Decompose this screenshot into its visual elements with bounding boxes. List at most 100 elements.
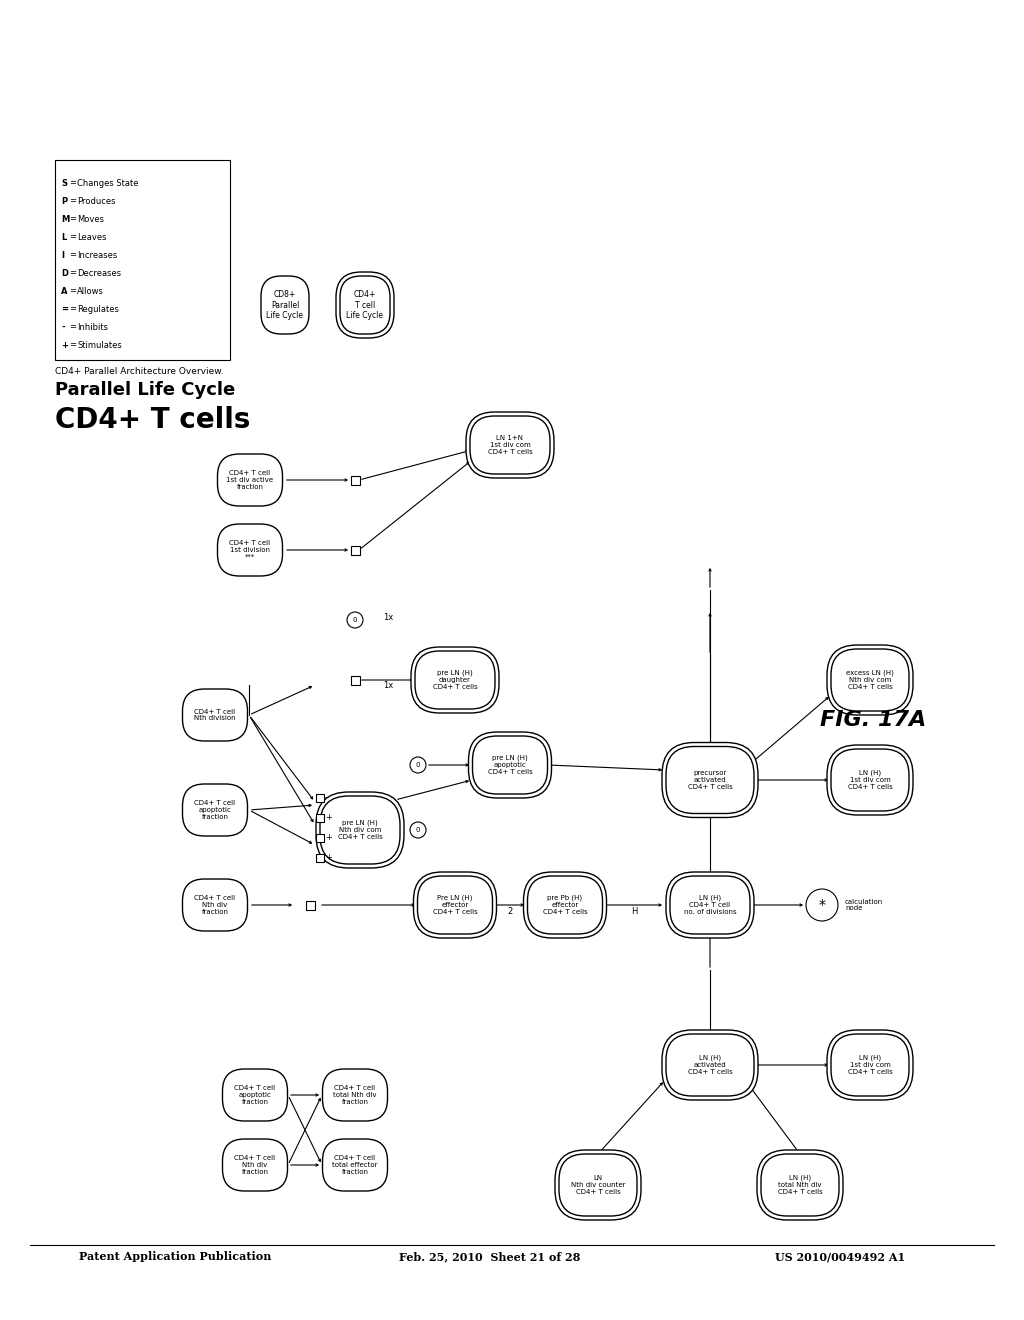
Text: CD8+
Parallel
Life Cycle: CD8+ Parallel Life Cycle <box>266 290 303 319</box>
Bar <box>316 795 324 803</box>
FancyBboxPatch shape <box>340 276 390 334</box>
FancyBboxPatch shape <box>555 1150 641 1220</box>
Text: Increases: Increases <box>77 251 118 260</box>
Text: CD4+ T cell
total Nth div
fraction: CD4+ T cell total Nth div fraction <box>333 1085 377 1105</box>
Text: *: * <box>818 898 825 912</box>
Text: Pre LN (H)
effector
CD4+ T cells: Pre LN (H) effector CD4+ T cells <box>432 895 477 915</box>
FancyBboxPatch shape <box>666 873 754 939</box>
Bar <box>316 814 324 822</box>
FancyBboxPatch shape <box>323 1069 387 1121</box>
Text: A: A <box>61 286 68 296</box>
Text: =: = <box>69 286 76 296</box>
FancyBboxPatch shape <box>319 796 400 865</box>
Text: precursor
activated
CD4+ T cells: precursor activated CD4+ T cells <box>688 770 732 789</box>
FancyBboxPatch shape <box>827 645 913 715</box>
Text: LN (H)
total Nth div
CD4+ T cells: LN (H) total Nth div CD4+ T cells <box>777 1175 822 1195</box>
Text: CD4+ Parallel Architecture Overview.: CD4+ Parallel Architecture Overview. <box>55 367 223 376</box>
Text: Changes State: Changes State <box>77 178 138 187</box>
FancyBboxPatch shape <box>662 742 758 817</box>
FancyBboxPatch shape <box>261 276 309 334</box>
Text: Patent Application Publication: Patent Application Publication <box>79 1251 271 1262</box>
FancyBboxPatch shape <box>472 737 548 795</box>
Text: LN (H)
1st div com
CD4+ T cells: LN (H) 1st div com CD4+ T cells <box>848 1055 892 1076</box>
Text: S: S <box>61 178 67 187</box>
FancyBboxPatch shape <box>469 733 552 799</box>
Text: P: P <box>61 197 68 206</box>
Text: 2: 2 <box>507 908 513 916</box>
Text: CD4+ T cell
1st div active
fraction: CD4+ T cell 1st div active fraction <box>226 470 273 490</box>
Text: 0: 0 <box>416 762 420 768</box>
Text: CD4+ T cell
Nth division: CD4+ T cell Nth division <box>195 709 236 722</box>
Text: -: - <box>325 793 328 803</box>
Text: =: = <box>69 341 76 350</box>
Bar <box>350 475 359 484</box>
Circle shape <box>347 612 362 628</box>
Text: LN (H)
activated
CD4+ T cells: LN (H) activated CD4+ T cells <box>688 1055 732 1076</box>
Text: LN (H)
CD4+ T cell
no. of divisions: LN (H) CD4+ T cell no. of divisions <box>684 895 736 915</box>
Bar <box>350 545 359 554</box>
Text: 0: 0 <box>352 616 357 623</box>
FancyBboxPatch shape <box>217 524 283 576</box>
FancyBboxPatch shape <box>323 1139 387 1191</box>
Text: CD4+ T cell
1st division
***: CD4+ T cell 1st division *** <box>229 540 270 560</box>
Text: CD4+ T cell
Nth div
fraction: CD4+ T cell Nth div fraction <box>234 1155 275 1175</box>
Text: -: - <box>61 322 65 331</box>
Text: Parallel Life Cycle: Parallel Life Cycle <box>55 381 236 399</box>
Text: LN 1+N
1st div com
CD4+ T cells: LN 1+N 1st div com CD4+ T cells <box>487 436 532 455</box>
FancyBboxPatch shape <box>523 873 606 939</box>
Text: D: D <box>61 268 68 277</box>
Bar <box>305 900 314 909</box>
FancyBboxPatch shape <box>666 1034 754 1096</box>
FancyBboxPatch shape <box>827 1030 913 1100</box>
Bar <box>55 160 230 360</box>
Text: H: H <box>631 908 637 916</box>
Text: Stimulates: Stimulates <box>77 341 122 350</box>
Text: Produces: Produces <box>77 197 116 206</box>
Text: LN (H)
1st div com
CD4+ T cells: LN (H) 1st div com CD4+ T cells <box>848 770 892 791</box>
Bar <box>350 676 359 685</box>
FancyBboxPatch shape <box>831 1034 909 1096</box>
Text: CD4+ T cell
apoptotic
fraction: CD4+ T cell apoptotic fraction <box>234 1085 275 1105</box>
Text: Leaves: Leaves <box>77 232 106 242</box>
Text: =: = <box>69 322 76 331</box>
Text: pre LN (H)
apoptotic
CD4+ T cells: pre LN (H) apoptotic CD4+ T cells <box>487 755 532 775</box>
FancyBboxPatch shape <box>470 416 550 474</box>
Text: CD4+ T cells: CD4+ T cells <box>55 407 251 434</box>
FancyBboxPatch shape <box>527 876 602 935</box>
Circle shape <box>806 888 838 921</box>
Text: calculation
node: calculation node <box>845 899 884 912</box>
Text: +: + <box>325 833 332 842</box>
Text: =: = <box>69 178 76 187</box>
Text: I: I <box>61 251 63 260</box>
Text: +: + <box>325 813 332 822</box>
Text: US 2010/0049492 A1: US 2010/0049492 A1 <box>775 1251 905 1262</box>
FancyBboxPatch shape <box>182 689 248 741</box>
Text: =: = <box>69 305 76 314</box>
FancyBboxPatch shape <box>217 454 283 506</box>
FancyBboxPatch shape <box>831 748 909 810</box>
FancyBboxPatch shape <box>662 1030 758 1100</box>
Bar <box>316 854 324 862</box>
Text: pre LN (H)
Nth div com
CD4+ T cells: pre LN (H) Nth div com CD4+ T cells <box>338 820 382 841</box>
FancyBboxPatch shape <box>670 876 750 935</box>
Text: =: = <box>61 305 68 314</box>
Text: Regulates: Regulates <box>77 305 119 314</box>
Text: =: = <box>69 214 76 223</box>
FancyBboxPatch shape <box>222 1069 288 1121</box>
Circle shape <box>410 822 426 838</box>
Text: FIG. 17A: FIG. 17A <box>820 710 927 730</box>
Text: 0: 0 <box>416 828 420 833</box>
Text: =: = <box>69 232 76 242</box>
FancyBboxPatch shape <box>418 876 493 935</box>
Text: CD4+ T cell
Nth div
fraction: CD4+ T cell Nth div fraction <box>195 895 236 915</box>
Text: Allows: Allows <box>77 286 103 296</box>
Text: =: = <box>69 268 76 277</box>
Circle shape <box>410 756 426 774</box>
Text: Moves: Moves <box>77 214 104 223</box>
FancyBboxPatch shape <box>182 784 248 836</box>
Text: Decreases: Decreases <box>77 268 121 277</box>
Text: Inhibits: Inhibits <box>77 322 108 331</box>
Text: CD4+ T cell
apoptotic
fraction: CD4+ T cell apoptotic fraction <box>195 800 236 820</box>
FancyBboxPatch shape <box>559 1154 637 1216</box>
Text: =: = <box>69 197 76 206</box>
